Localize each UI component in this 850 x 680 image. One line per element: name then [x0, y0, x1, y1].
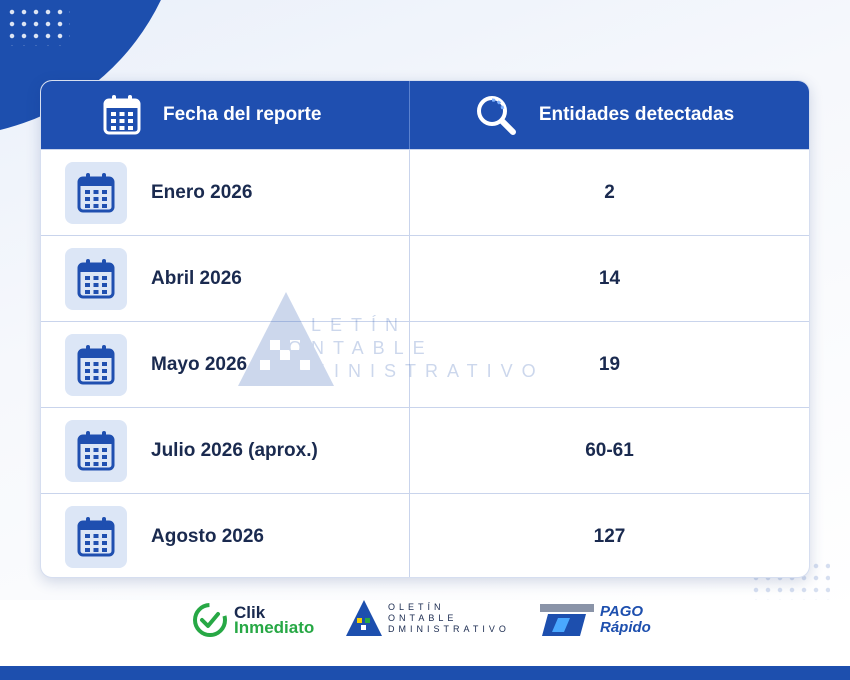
calendar-icon — [65, 161, 127, 224]
report-table: Fecha del reporte Entidades detectadas E… — [40, 80, 810, 578]
header-count: Entidades detectadas — [410, 81, 809, 149]
pago-rapido-logo[interactable]: PAGO Rápido — [540, 602, 651, 638]
table-row: Julio 2026 (aprox.) 60-61 — [41, 407, 809, 493]
table-row: Abril 2026 14 — [41, 235, 809, 321]
count-cell: 60-61 — [585, 439, 634, 461]
clik-logo-line-1: Clik — [234, 603, 266, 622]
pago-rapido-icon — [540, 604, 594, 636]
clik-inmediato-logo[interactable]: Clik Inmediato — [190, 600, 314, 640]
date-label: Abril 2026 — [151, 267, 242, 289]
boletin-contable-logo[interactable]: OLETÍN ONTABLE DMINISTRATIVO — [344, 598, 510, 638]
date-label: Enero 2026 — [151, 181, 253, 203]
footer-logos: Clik Inmediato OLETÍN ONTABLE DMINISTRAT… — [0, 600, 850, 650]
date-label: Julio 2026 (aprox.) — [151, 439, 318, 461]
date-cell: Agosto 2026 — [41, 494, 410, 577]
date-cell: Julio 2026 (aprox.) — [41, 408, 410, 493]
pago-logo-line-1: PAGO — [600, 603, 644, 620]
footer-band — [0, 600, 850, 666]
boletin-logo-line-3: DMINISTRATIVO — [388, 623, 510, 634]
dot-pattern-decoration — [6, 6, 70, 46]
calendar-icon — [65, 505, 127, 568]
table-row: Mayo 2026 19 — [41, 321, 809, 407]
header-count-label: Entidades detectadas — [538, 104, 735, 125]
clik-logo-line-2: Inmediato — [234, 618, 315, 637]
table-header: Fecha del reporte Entidades detectadas — [41, 81, 809, 149]
date-cell: Enero 2026 — [41, 150, 410, 235]
boletin-logo-line-1: OLETÍN — [388, 601, 445, 612]
header-date-label: Fecha del reporte — [163, 104, 322, 125]
boletin-logo-icon — [346, 600, 382, 636]
calendar-icon — [65, 247, 127, 310]
date-label: Agosto 2026 — [151, 525, 264, 547]
calendar-icon — [65, 333, 127, 396]
calendar-icon — [65, 419, 127, 482]
boletin-logo-line-2: ONTABLE — [388, 612, 458, 623]
clik-inmediato-icon — [193, 603, 227, 637]
table-row: Enero 2026 2 — [41, 149, 809, 235]
count-cell: 127 — [593, 525, 626, 547]
count-cell: 19 — [598, 353, 621, 375]
bottom-bar — [0, 666, 850, 680]
count-cell: 14 — [598, 267, 621, 289]
calendar-icon — [103, 94, 141, 136]
table-row: Agosto 2026 127 — [41, 493, 809, 577]
pago-logo-line-2: Rápido — [600, 619, 651, 636]
date-label: Mayo 2026 — [151, 353, 248, 375]
date-cell: Mayo 2026 — [41, 322, 410, 407]
search-icon — [475, 94, 517, 136]
count-cell: 2 — [604, 181, 615, 203]
date-cell: Abril 2026 — [41, 236, 410, 321]
header-date: Fecha del reporte — [41, 81, 410, 149]
